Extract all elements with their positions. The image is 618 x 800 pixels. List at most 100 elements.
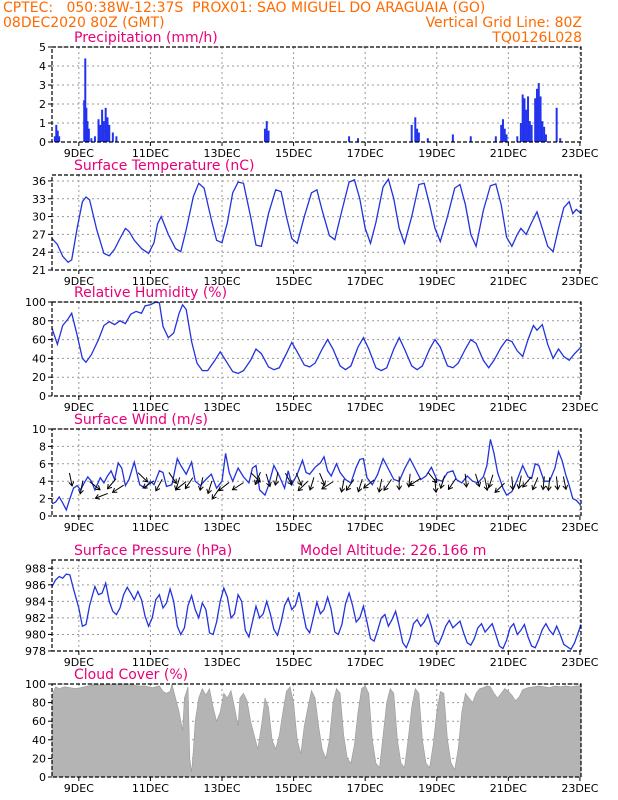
- wind-arrow-shaft: [542, 476, 545, 490]
- wind-arrow-head: [266, 481, 272, 488]
- wind-arrow-shaft: [511, 476, 514, 490]
- wind-arrow-head: [78, 489, 84, 495]
- wind-arrow: [362, 479, 375, 489]
- wind-arrow-shaft: [309, 477, 315, 491]
- wind-arrow-shaft: [532, 477, 539, 490]
- wind-arrow-head: [531, 484, 537, 491]
- wind-arrow-shaft: [321, 481, 334, 490]
- wind-xtick-label: 21DEC: [490, 521, 527, 534]
- precipitation-bar: [539, 96, 542, 142]
- wind-arrow-head: [184, 483, 190, 490]
- wind-arrow-head: [362, 483, 369, 489]
- wind-arrow: [231, 482, 244, 491]
- wind-ytick-label: 6: [39, 458, 46, 471]
- wind-xtick-label: 15DEC: [275, 521, 312, 534]
- wind-arrow-head: [155, 486, 161, 492]
- cloud-cover-panel: Cloud Cover (%) 0 20 40 60 80 100 9DEC 11DEC 13DE…: [25, 667, 599, 795]
- precipitation-bar: [90, 138, 93, 142]
- pressure-line: [51, 573, 582, 651]
- cloud-cover-xtick-label: 13DEC: [203, 782, 240, 795]
- temperature-xtick-label: 15DEC: [275, 275, 312, 288]
- wind-arrow: [68, 472, 75, 487]
- wind-arrow-shaft: [484, 477, 488, 491]
- pressure-ytick-label: 984: [25, 595, 46, 608]
- wind-arrow-shaft: [232, 482, 244, 491]
- precipitation-xtick-label: 9DEC: [64, 147, 94, 160]
- wind-arrow-head: [509, 485, 516, 491]
- wind-arrow-shaft: [378, 478, 383, 493]
- wind-arrow-shaft: [341, 478, 345, 493]
- humidity-frame: [51, 301, 582, 397]
- wind-arrow-shaft: [295, 472, 302, 486]
- humidity-xtick-label: 15DEC: [275, 401, 312, 414]
- pressure-xtick-label: 9DEC: [64, 656, 94, 669]
- wind-arrow-head: [345, 485, 351, 492]
- precipitation-bar: [525, 109, 528, 142]
- wind-arrow-shaft: [218, 482, 230, 492]
- wind-arrow-head: [175, 485, 181, 491]
- wind-arrow: [211, 487, 221, 500]
- wind-arrow-head: [111, 487, 118, 493]
- wind-arrow: [438, 475, 446, 490]
- pressure-ytick-label: 986: [25, 579, 46, 592]
- wind-arrow-head: [339, 487, 346, 493]
- humidity-xtick-label: 13DEC: [203, 401, 240, 414]
- wind-arrow: [396, 476, 403, 491]
- wind-arrow-head: [475, 481, 482, 488]
- pressure-xtick-label: 19DEC: [418, 656, 455, 669]
- precipitation-bar: [541, 121, 544, 142]
- pressure-ytick-label: 988: [25, 562, 46, 575]
- wind-arrow-shaft: [68, 472, 73, 486]
- temperature-xtick-label: 11DEC: [132, 275, 169, 288]
- humidity-xtick-label: 19DEC: [418, 401, 455, 414]
- temperature-ytick-label: 33: [32, 193, 46, 206]
- header-grid-line: Vertical Grid Line: 80Z: [425, 15, 582, 31]
- humidity-xtick-label: 9DEC: [64, 401, 94, 414]
- wind-ytick-label: 2: [39, 493, 46, 506]
- wind-arrow-shaft: [440, 475, 446, 489]
- temperature-ytick-label: 21: [32, 264, 46, 277]
- wind-arrow: [137, 472, 149, 483]
- precipitation-xtick-label: 17DEC: [347, 147, 384, 160]
- wind-arrow-shaft: [207, 480, 213, 494]
- wind-xtick-label: 23DEC: [561, 521, 598, 534]
- humidity-ytick-label: 60: [32, 334, 46, 347]
- wind-arrow-head: [562, 484, 569, 491]
- wind-line: [51, 439, 582, 512]
- wind-arrow-head: [545, 485, 552, 492]
- wind-arrow-head: [255, 477, 262, 483]
- humidity-panel: Relative Humidity (%) 0 20 40 60 80 100 9DEC 11D…: [25, 285, 599, 414]
- wind-ytick-label: 4: [39, 475, 46, 488]
- precipitation-bar: [544, 134, 547, 142]
- wind-arrow: [168, 472, 177, 485]
- wind-arrow: [218, 482, 230, 492]
- precipitation-ytick-label: 0: [39, 136, 46, 149]
- wind-arrow-head: [171, 478, 177, 485]
- humidity-ytick-label: 20: [32, 371, 46, 384]
- wind-arrow-shaft: [464, 473, 467, 487]
- wind-arrow: [89, 481, 101, 491]
- precipitation-bar: [357, 138, 360, 142]
- precipitation-bar: [111, 132, 114, 142]
- cloud-cover-ytick-label: 40: [32, 734, 46, 747]
- humidity-xtick-label: 11DEC: [132, 401, 169, 414]
- precipitation-bar: [543, 126, 546, 142]
- precipitation-xtick-label: 21DEC: [490, 147, 527, 160]
- wind-xtick-label: 13DEC: [203, 521, 240, 534]
- wind-arrow: [106, 478, 117, 490]
- wind-arrow-shaft: [409, 477, 421, 486]
- humidity-ytick-label: 100: [25, 296, 46, 309]
- humidity-xtick-label: 23DEC: [561, 401, 598, 414]
- precipitation-bar: [519, 123, 522, 142]
- wind-arrow-head: [231, 485, 238, 491]
- wind-arrow-head: [142, 477, 149, 483]
- wind-arrow-shaft: [168, 472, 177, 484]
- wind-arrow-shaft: [547, 477, 551, 491]
- wind-arrow-head: [142, 483, 148, 489]
- header-line1: CPTEC: 050:38W-12:37S PROX01: SAO MIGUEL…: [3, 0, 486, 16]
- wind-arrow: [487, 474, 494, 489]
- precipitation-bar: [410, 124, 413, 142]
- wind-arrow-shaft: [346, 479, 355, 491]
- wind-arrow-shaft: [155, 479, 163, 492]
- humidity-xtick-label: 17DEC: [347, 401, 384, 414]
